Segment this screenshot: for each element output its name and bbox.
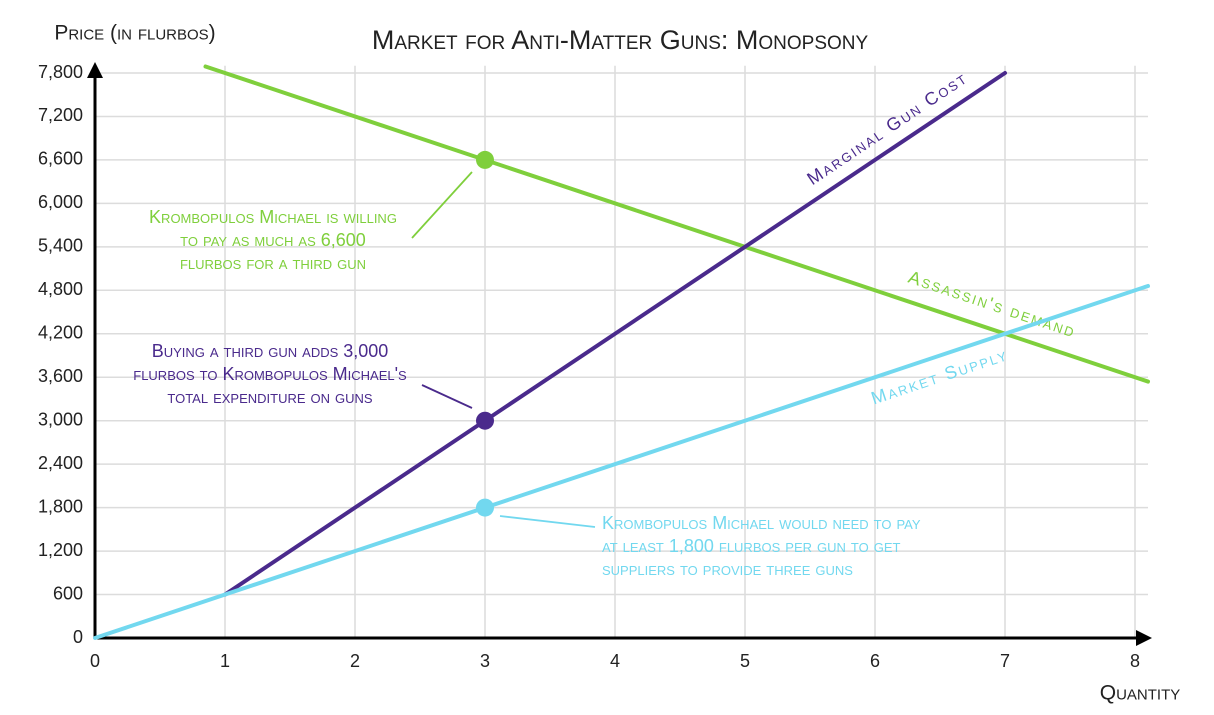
annotation-line: Buying a third gun adds 3,000 xyxy=(152,341,389,361)
annotation-line: Krombopulos Michael is willing xyxy=(149,207,397,227)
annotation-line: Krombopulos Michael would need to pay xyxy=(602,513,921,533)
y-tick-label: 6,600 xyxy=(38,149,83,169)
y-tick-label: 5,400 xyxy=(38,236,83,256)
leader-line xyxy=(421,384,473,409)
highlight-point xyxy=(476,150,494,169)
y-tick-label: 3,000 xyxy=(38,409,83,429)
leader-line xyxy=(499,515,596,528)
annotation-line: to pay as much as 6,600 xyxy=(180,230,366,250)
highlight-point xyxy=(476,411,494,430)
leader-line xyxy=(411,171,473,239)
series-line xyxy=(223,71,1007,597)
x-axis-label: Quantity xyxy=(1100,682,1181,705)
x-axis-arrow xyxy=(1136,630,1152,646)
annotation-line: total expenditure on guns xyxy=(167,387,373,407)
x-tick-label: 3 xyxy=(480,651,490,671)
annotation: Krombopulos Michael would need to pay at … xyxy=(602,513,921,579)
annotation: Krombopulos Michael is willing to pay as … xyxy=(149,207,397,273)
x-tick-label: 8 xyxy=(1130,651,1140,671)
y-tick-label: 7,200 xyxy=(38,105,83,125)
y-tick-label: 1,800 xyxy=(38,496,83,516)
y-tick-label: 2,400 xyxy=(38,453,83,473)
axes xyxy=(87,62,1152,646)
x-tick-label: 5 xyxy=(740,651,750,671)
leaders xyxy=(411,171,596,528)
series-label: Marginal Gun Cost xyxy=(803,67,971,188)
y-tick-label: 600 xyxy=(53,583,83,603)
series-line xyxy=(93,283,1150,640)
y-tick-label: 7,800 xyxy=(38,62,83,82)
x-tick-label: 6 xyxy=(870,651,880,671)
y-tick-label: 3,600 xyxy=(38,366,83,386)
series-line xyxy=(203,64,1150,384)
annotation-line: at least 1,800 flurbos per gun to get xyxy=(602,536,901,556)
x-tick-label: 1 xyxy=(220,651,230,671)
y-tick-label: 4,800 xyxy=(38,279,83,299)
y-axis-arrow xyxy=(87,62,103,78)
x-tick-label: 4 xyxy=(610,651,620,671)
y-tick-label: 0 xyxy=(73,627,83,647)
annotation-line: flurbos to Krombopulos Michael's xyxy=(133,364,407,384)
y-tick-label: 4,200 xyxy=(38,323,83,343)
x-tick-label: 7 xyxy=(1000,651,1010,671)
annotation: Buying a third gun adds 3,000 flurbos to … xyxy=(133,341,407,407)
highlight-point xyxy=(476,498,494,517)
y-axis-label: Price (in flurbos) xyxy=(54,22,215,45)
y-tick-label: 6,000 xyxy=(38,192,83,212)
annotation-line: suppliers to provide three guns xyxy=(602,559,853,579)
chart-title: Market for Anti-Matter Guns: Monopsony xyxy=(372,25,869,55)
grid xyxy=(94,65,1148,639)
x-tick-label: 2 xyxy=(350,651,360,671)
y-tick-label: 1,200 xyxy=(38,540,83,560)
x-tick-label: 0 xyxy=(90,651,100,671)
annotation-line: flurbos for a third gun xyxy=(180,253,366,273)
